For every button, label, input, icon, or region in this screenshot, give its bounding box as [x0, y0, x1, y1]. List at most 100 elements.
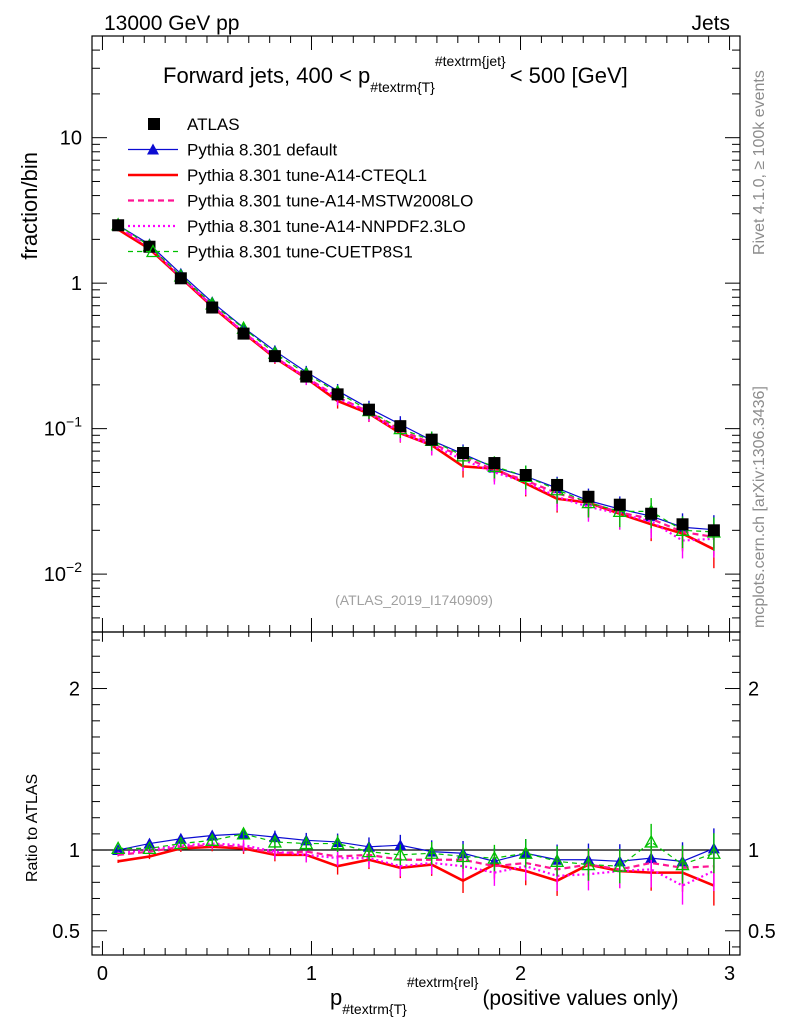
data-point: [551, 478, 564, 491]
ratio-marker: [236, 826, 251, 840]
data-point: [582, 490, 595, 503]
ratio-marker: [675, 857, 690, 871]
ratio-marker: [706, 845, 721, 859]
y-tick-base: 1: [71, 273, 82, 295]
legend-label: Pythia 8.301 tune-A14-NNPDF2.3LO: [187, 217, 466, 236]
ratio-line: [118, 833, 715, 862]
data-point: [425, 433, 438, 446]
process-label: Jets: [691, 12, 730, 35]
ratio-marker: [581, 857, 596, 871]
rivet-version-label: Rivet 4.1.0, ≥ 100k events: [751, 70, 768, 255]
data-point: [143, 240, 156, 253]
ratio-marker: [173, 836, 188, 850]
y-tick-base: 10: [60, 128, 82, 150]
ratio-tick-label-left: 1: [69, 840, 80, 862]
ratio-line: [118, 833, 715, 867]
legend-marker: [147, 143, 159, 155]
y-tick-label: 10−1: [44, 414, 82, 441]
title-sub: #textrm{T}: [370, 79, 435, 95]
data-point: [645, 507, 658, 520]
y-tick-label: 1: [71, 273, 82, 295]
legend-label: Pythia 8.301 tune-A14-MSTW2008LO: [187, 192, 473, 211]
ratio-series-5: [111, 823, 721, 884]
data-point: [707, 524, 720, 537]
x-tick-label: 2: [515, 963, 526, 985]
data-point: [457, 446, 470, 459]
ratio-marker: [111, 841, 126, 855]
series-line: [117, 226, 715, 539]
ratio-tick-label-right: 1: [748, 840, 759, 862]
legend-entry-6: Pythia 8.301 tune-CUETP8S1: [128, 243, 413, 262]
legend-entry-1: ATLAS: [148, 115, 240, 134]
y-tick-exponent: −2: [66, 559, 82, 575]
x-axis-label: p#textrm{T}#textrm{rel}(positive values …: [330, 974, 679, 1017]
ratio-marker: [361, 844, 377, 858]
ratio-marker: [518, 845, 533, 859]
ratio-marker: [644, 834, 659, 848]
ratio-marker: [424, 845, 439, 859]
title-suffix: < 500 [GeV]: [510, 63, 628, 88]
x-tick-label: 1: [306, 963, 317, 985]
data-point: [300, 370, 313, 383]
legend-label: Pythia 8.301 tune-A14-CTEQL1: [187, 166, 427, 185]
y-tick-base: 10: [44, 419, 66, 441]
legend-entry-4: Pythia 8.301 tune-A14-MSTW2008LO: [128, 192, 473, 211]
data-point: [676, 518, 689, 531]
xlabel-p: p: [330, 985, 342, 1010]
legend-marker: [145, 244, 161, 258]
data-point: [488, 457, 501, 470]
ratio-marker: [205, 832, 220, 846]
series-2: [117, 227, 715, 569]
xlabel-sub: #textrm{T}: [342, 1001, 407, 1017]
legend-entry-5: Pythia 8.301 tune-A14-NNPDF2.3LO: [128, 217, 466, 236]
series-5: [111, 217, 721, 551]
legend-entry-3: Pythia 8.301 tune-A14-CTEQL1: [128, 166, 427, 185]
main-series-layer: [111, 217, 721, 569]
ratio-tick-label-right: 0.5: [748, 921, 776, 943]
ratio-marker: [487, 850, 502, 864]
ratio-tick-label-left: 2: [69, 679, 80, 701]
legend-label: Pythia 8.301 tune-CUETP8S1: [187, 243, 413, 262]
ratio-panel-frame: [91, 631, 741, 956]
y-tick-base: 10: [44, 564, 66, 586]
series-marker: [612, 503, 627, 518]
title-prefix: Forward jets, 400 < p: [163, 63, 370, 88]
y-tick-label: 10−2: [44, 559, 82, 586]
energy-label: 13000 GeV pp: [104, 12, 239, 35]
ratio-series-2: [117, 842, 715, 906]
title-sup: #textrm{jet}: [435, 53, 506, 69]
ratio-series-layer: [111, 823, 721, 906]
ratio-line: [118, 842, 715, 887]
x-tick-label: 0: [97, 963, 108, 985]
series-line: [117, 224, 714, 531]
analysis-watermark: (ATLAS_2019_I1740909): [335, 592, 493, 608]
data-point: [206, 301, 219, 314]
legend-label: ATLAS: [187, 115, 240, 134]
legend-entry-2: Pythia 8.301 default: [128, 141, 338, 160]
data-point: [519, 469, 532, 482]
xlabel-sup: #textrm{rel}: [407, 974, 479, 990]
x-tick-label: 3: [724, 963, 735, 985]
y-tick-exponent: −1: [66, 414, 82, 430]
data-point: [362, 403, 375, 416]
xlabel-suffix: (positive values only): [482, 987, 678, 1010]
series-1: [112, 219, 720, 549]
legend-square-marker: [148, 118, 160, 130]
data-point: [331, 388, 344, 401]
y-tick-label: 10: [60, 128, 82, 150]
series-line: [117, 224, 714, 533]
data-point: [237, 327, 250, 340]
chart-title: Forward jets, 400 < p#textrm{T}#textrm{j…: [163, 53, 628, 95]
legend: ATLAS Pythia 8.301 default Pythia 8.301 tu…: [128, 115, 473, 262]
data-point: [112, 219, 125, 232]
ratio-tick-label-left: 0.5: [52, 921, 80, 943]
ratio-marker: [550, 853, 565, 867]
ratio-marker: [142, 841, 157, 855]
y-axis-label: fraction/bin: [17, 152, 42, 260]
ratio-marker: [393, 847, 408, 861]
data-point: [394, 420, 407, 433]
ratio-marker: [267, 834, 282, 848]
ratio-marker: [330, 836, 345, 850]
axis-ticks: [92, 35, 740, 955]
